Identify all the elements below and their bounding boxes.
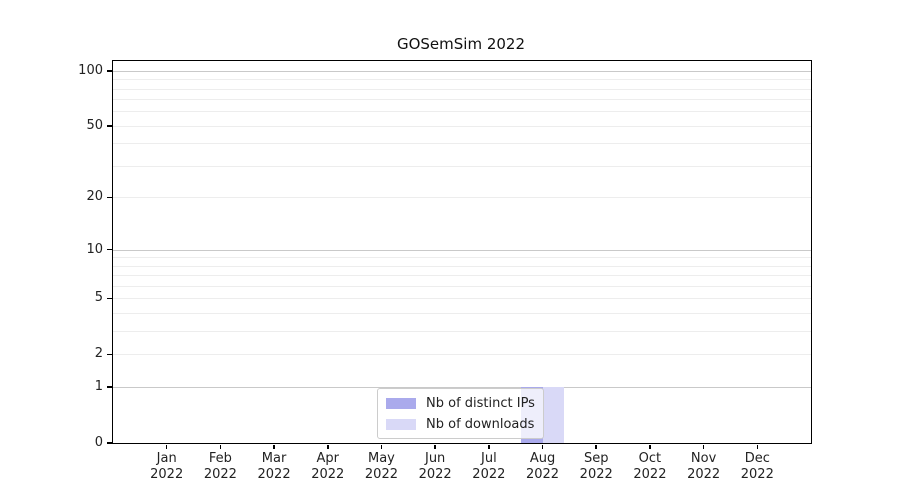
y-gridline-minor [113, 354, 811, 356]
y-gridline-minor [113, 331, 811, 333]
x-tick [380, 444, 383, 449]
x-tick-label: Dec 2022 [740, 451, 774, 482]
y-tick [106, 442, 112, 444]
legend-label-distinct-ips: Nb of distinct IPs [426, 395, 535, 411]
y-tick [106, 386, 112, 388]
y-gridline-minor [113, 111, 811, 113]
y-gridline-major [113, 387, 811, 389]
x-tick-label: Aug 2022 [525, 451, 560, 482]
y-gridline-minor [113, 125, 811, 127]
legend: Nb of distinct IPs Nb of downloads [377, 388, 544, 439]
x-tick-label: Oct 2022 [633, 451, 667, 482]
y-gridline-minor [113, 265, 811, 267]
legend-item-distinct-ips: Nb of distinct IPs [386, 395, 535, 411]
x-tick-label: Jul 2022 [472, 451, 506, 482]
legend-item-downloads: Nb of downloads [386, 416, 535, 432]
x-tick-label: Mar 2022 [257, 451, 291, 482]
y-tick-label: 0 [94, 435, 103, 450]
y-gridline-minor [113, 298, 811, 300]
y-tick-label: 1 [94, 379, 103, 395]
y-tick-label: 50 [86, 117, 103, 133]
y-tick-label: 10 [86, 241, 103, 257]
y-tick-label: 20 [86, 189, 103, 205]
y-tick-label: 5 [94, 290, 103, 306]
x-tick [327, 444, 329, 449]
y-gridline-minor [113, 79, 811, 81]
y-gridline-minor [113, 275, 811, 277]
y-tick-label: 2 [94, 346, 103, 362]
chart-title: GOSemSim 2022 [396, 35, 526, 53]
y-gridline-minor [113, 88, 811, 90]
x-tick [595, 444, 597, 449]
x-tick [756, 444, 759, 449]
y-gridline-minor [113, 166, 811, 168]
plot-area: 0 1 2 5 10 20 50 100 Jan 2022 Feb 2022 Mar 2022 Apr… [78, 60, 812, 482]
y-tick-label: 100 [78, 62, 103, 78]
x-tick-label: Nov 2022 [687, 451, 721, 482]
y-gridline-minor [113, 257, 811, 259]
y-tick [106, 196, 112, 199]
x-tick-label: Feb 2022 [203, 451, 237, 482]
x-tick [165, 444, 168, 449]
x-tick [488, 444, 490, 449]
legend-label-downloads: Nb of downloads [426, 416, 535, 432]
x-tick [219, 444, 222, 449]
x-tick [273, 444, 275, 449]
y-gridline-minor [113, 143, 811, 145]
x-tick-label: Jan 2022 [150, 451, 184, 482]
x-tick [541, 444, 544, 449]
y-tick [106, 248, 112, 251]
y-tick [106, 125, 112, 127]
y-gridline-major [113, 70, 811, 72]
bar-downloads [542, 387, 565, 443]
x-tick-label: May 2022 [364, 451, 398, 482]
x-tick [649, 444, 651, 449]
x-tick [702, 444, 705, 449]
y-tick [106, 70, 112, 72]
y-gridline-minor [113, 313, 811, 315]
y-tick [106, 353, 112, 356]
y-gridline-minor [113, 99, 811, 101]
y-gridline-major [113, 249, 811, 251]
y-tick [106, 297, 112, 300]
x-tick-label: Jun 2022 [418, 451, 452, 482]
x-tick-label: Sep 2022 [579, 451, 613, 482]
x-tick-label: Apr 2022 [311, 451, 345, 482]
legend-swatch-distinct-ips [386, 397, 416, 409]
y-gridline-minor [113, 197, 811, 199]
y-gridline-minor [113, 286, 811, 288]
x-tick [434, 444, 436, 449]
legend-swatch-downloads [386, 418, 416, 430]
